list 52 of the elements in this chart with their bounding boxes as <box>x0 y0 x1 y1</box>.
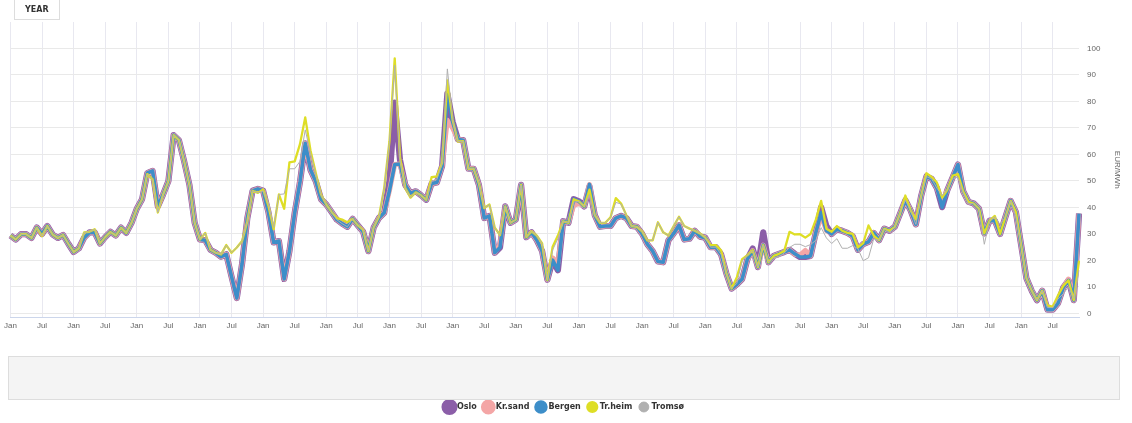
x-tick-label: Jul <box>605 321 616 331</box>
y-tick-label: 70 <box>1087 123 1097 133</box>
legend-label: Tromsø <box>651 402 685 412</box>
y-tick-label: 20 <box>1087 255 1097 265</box>
x-tick-label: Jan <box>383 321 396 331</box>
legend-label: Bergen <box>548 402 582 412</box>
y-tick-label: 40 <box>1087 202 1097 212</box>
x-tick-label: Jul <box>100 321 111 331</box>
x-tick-label: Jan <box>1014 321 1028 331</box>
x-tick-label: Jul <box>858 321 869 331</box>
x-tick-label: Jul <box>36 321 48 331</box>
x-tick-label: Jan <box>951 321 965 331</box>
x-tick-label: Jul <box>163 321 174 331</box>
legend-label: Oslo <box>457 402 478 412</box>
x-tick-label: Jan <box>130 321 144 331</box>
x-tick-label: Jul <box>226 321 237 331</box>
y-tick-label: 100 <box>1087 43 1101 53</box>
y-tick-label: 60 <box>1087 149 1097 159</box>
x-tick-label: Jan <box>509 321 523 331</box>
x-tick-label: Jul <box>289 321 301 331</box>
y-tick-label: 50 <box>1087 176 1097 186</box>
x-tick-label: Jan <box>762 321 775 331</box>
legend-label: Tr.heim <box>599 402 633 412</box>
x-tick-label: Jul <box>1047 321 1059 331</box>
y-tick-label: 0 <box>1087 308 1093 318</box>
x-tick-label: Jul <box>542 321 553 331</box>
year-button: YEAR <box>14 0 60 20</box>
x-tick-label: Jan <box>572 321 586 331</box>
x-tick-label: Jan <box>67 321 81 331</box>
x-tick-label: Jan <box>193 321 207 331</box>
x-tick-label: Jan <box>698 321 712 331</box>
x-tick-label: Jan <box>4 321 17 331</box>
y-tick-label: 90 <box>1087 70 1097 80</box>
x-tick-label: Jul <box>415 321 427 331</box>
x-tick-label: Jan <box>635 321 649 331</box>
x-tick-label: Jul <box>794 321 806 331</box>
x-tick-label: Jul <box>352 321 364 331</box>
x-tick-label: Jul <box>921 321 932 331</box>
x-tick-label: Jan <box>825 321 839 331</box>
x-tick-label: Jan <box>446 321 460 331</box>
x-tick-label: Jul <box>668 321 680 331</box>
legend-label: Kr.sand <box>495 402 530 412</box>
x-tick-label: Jan <box>888 321 902 331</box>
x-tick-label: Jan <box>319 321 333 331</box>
x-tick-label: Jul <box>479 321 490 331</box>
y-tick-label: 80 <box>1087 96 1097 106</box>
x-tick-label: Jan <box>256 321 270 331</box>
y-tick-label: 10 <box>1087 282 1097 292</box>
y-tick-label: 30 <box>1087 229 1097 239</box>
y-axis-title: EUR/MWh <box>1113 150 1122 189</box>
x-tick-label: Jul <box>731 321 743 331</box>
x-tick-label: Jul <box>984 321 995 331</box>
